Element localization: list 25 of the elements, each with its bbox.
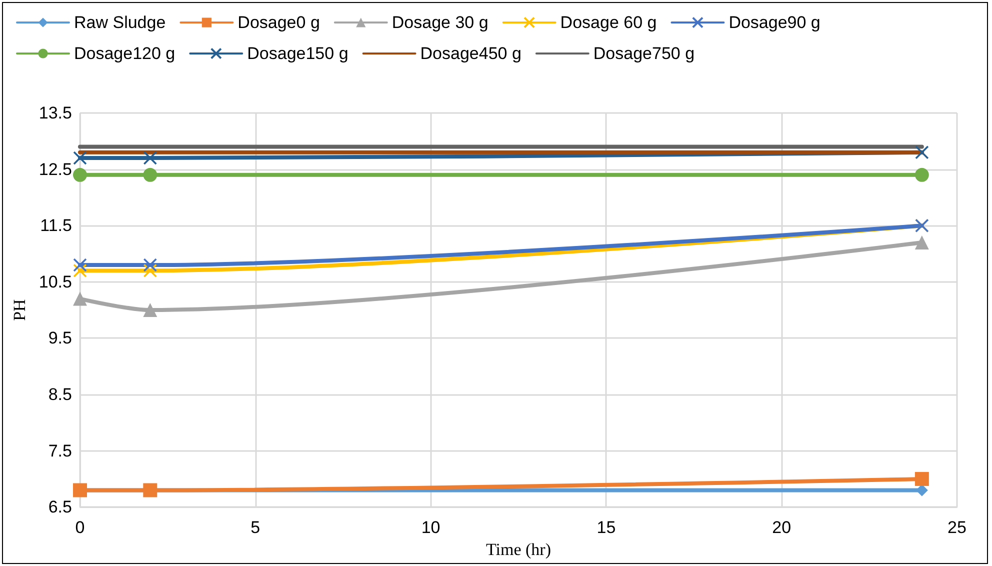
y-axis-title: PH [10,299,29,321]
x-tick-label: 0 [75,518,85,538]
x-tick-label: 20 [772,518,792,538]
legend-label: Dosage 60 g [560,13,657,32]
x-tick-label: 10 [421,518,440,538]
y-tick-label: 6.5 [48,498,72,517]
y-tick-label: 12.5 [38,160,72,179]
y-tick-label: 7.5 [48,441,72,460]
legend-label: Dosage 30 g [392,13,488,32]
y-tick-label: 13.5 [38,104,72,122]
x-tick-label: 25 [948,518,966,538]
y-tick-label: 8.5 [48,385,72,404]
y-tick-label: 11.5 [40,216,72,236]
y-tick-label: 9.5 [48,328,72,348]
legend-label: Dosage450 g [420,44,522,63]
y-tick-label: 10.5 [38,272,72,292]
legend-label: Raw Sludge [74,13,166,32]
legend-label: Dosage90 g [728,13,820,32]
x-axis-title: Time (hr) [486,540,551,559]
legend-label: Dosage750 g [593,44,695,63]
legend-label: Dosage120 g [74,44,176,63]
legend-label: Dosage0 g [238,13,320,32]
x-tick-label: 5 [250,518,260,538]
x-tick-label: 15 [596,518,616,538]
legend-label: Dosage150 g [247,44,348,63]
